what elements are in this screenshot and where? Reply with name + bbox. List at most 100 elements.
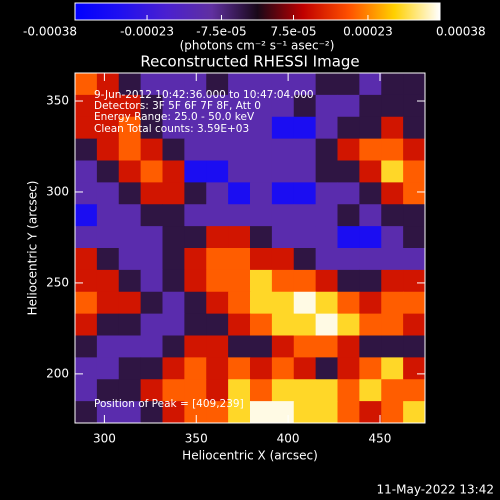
heatmap-cell [140,138,163,161]
heatmap-cell [337,313,360,336]
heatmap-cell [162,335,185,358]
heatmap-cell [293,291,317,315]
heatmap-cell [162,357,185,380]
colorbar-tick-label: 7.5e-05 [270,25,316,39]
heatmap-cell [271,401,295,424]
heatmap-cell [206,248,229,271]
heatmap-cell [315,94,338,118]
heatmap-cell [206,269,229,293]
heatmap-cell [315,269,338,293]
heatmap-cell [250,379,273,402]
heatmap-cell [75,401,98,424]
heatmap-cell [184,269,207,293]
heatmap-cell [271,94,295,118]
heatmap-cell [118,291,142,315]
heatmap-cell [337,73,360,96]
heatmap-cell [96,204,120,227]
heatmap-cell [118,160,142,183]
heatmap-cell [75,313,98,336]
heatmap-cell [250,204,273,227]
heatmap-cell [250,116,273,140]
heatmap-cell [206,116,229,140]
heatmap-cell [118,138,142,161]
heatmap-cell [140,226,163,249]
heatmap-cell [337,379,360,402]
heatmap-cell [96,269,120,293]
heatmap-cell [381,204,404,227]
heatmap-cell [271,73,295,96]
heatmap-cell [403,73,426,96]
heatmap-cell [162,138,185,161]
heatmap-cell [206,204,229,227]
heatmap-cell [118,248,142,271]
heatmap-cell [140,335,163,358]
heatmap-cell [162,160,185,183]
heatmap-cell [118,357,142,380]
heatmap-cell [140,401,163,424]
heatmap-cell [206,313,229,336]
heatmap-cell [359,401,382,424]
heatmap-cell [96,313,120,336]
heatmap-cell [75,248,98,271]
heatmap-cell [315,138,338,161]
heatmap-cell [293,357,317,380]
heatmap-cell [293,73,317,96]
y-tick-label: 200 [46,366,69,380]
heatmap-cell [228,160,251,183]
heatmap-cell [184,291,207,315]
heatmap-cell [337,357,360,380]
y-tick-label: 300 [46,184,69,198]
heatmap-cell [75,226,98,249]
heatmap-cell [359,313,382,336]
heatmap [75,73,426,424]
heatmap-cell [96,357,120,380]
heatmap-cell [359,379,382,402]
heatmap-cell [403,182,426,205]
heatmap-cell [403,401,426,424]
heatmap-cell [206,182,229,205]
footer-timestamp: 11-May-2022 13:42 [377,483,494,497]
heatmap-cell [206,94,229,118]
heatmap-cell [293,204,317,227]
heatmap-cell [96,379,120,402]
heatmap-cell [118,182,142,205]
heatmap-cell [381,226,404,249]
colorbar-tick-label: -0.00023 [120,25,174,39]
heatmap-cell [359,335,382,358]
heatmap-cell [206,357,229,380]
heatmap-cell [250,313,273,336]
heatmap-cell [75,357,98,380]
heatmap-cell [184,182,207,205]
heatmap-cell [118,116,142,140]
heatmap-cell [271,116,295,140]
heatmap-cell [315,226,338,249]
heatmap-cell [337,291,360,315]
heatmap-cell [162,94,185,118]
heatmap-cell [96,248,120,271]
heatmap-cell [337,160,360,183]
heatmap-cell [359,116,382,140]
heatmap-cell [381,357,404,380]
heatmap-cell [403,116,426,140]
heatmap-cell [337,335,360,358]
annotation: Energy Range: 25.0 - 50.0 keV [94,111,255,123]
heatmap-cell [293,94,317,118]
heatmap-cell [250,94,273,118]
heatmap-cell [206,160,229,183]
heatmap-cell [140,182,163,205]
heatmap-cell [96,116,120,140]
heatmap-cell [118,401,142,424]
heatmap-cell [228,291,251,315]
heatmap-cell [96,182,120,205]
plot-frame [74,72,426,424]
heatmap-cell [337,94,360,118]
heatmap-cell [118,379,142,402]
heatmap-cell [140,204,163,227]
heatmap-cell [315,204,338,227]
heatmap-cell [381,269,404,293]
heatmap-cell [118,335,142,358]
heatmap-cell [293,401,317,424]
heatmap-cell [75,335,98,358]
heatmap-cell [271,182,295,205]
annotation: Clean Total counts: 3.59E+03 [94,123,249,135]
